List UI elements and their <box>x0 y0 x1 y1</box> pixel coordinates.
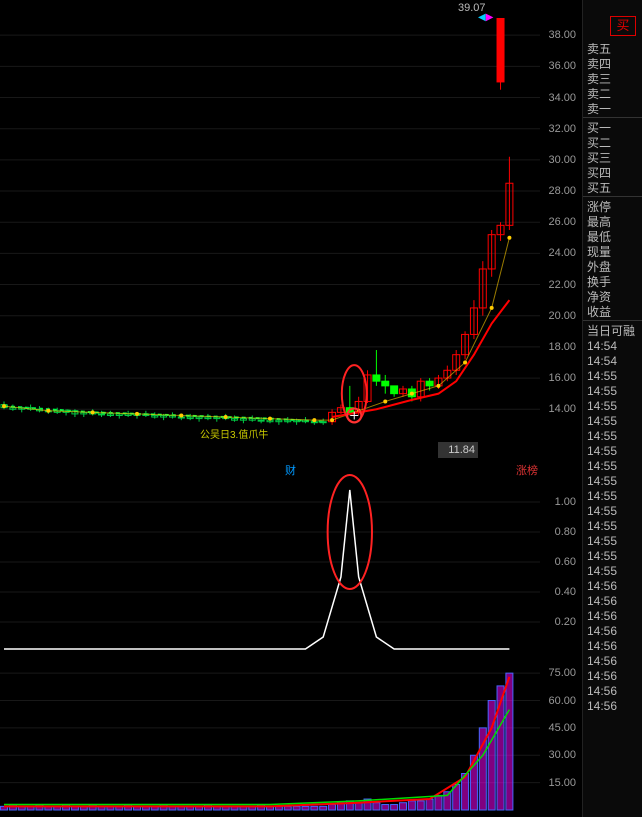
trade-time: 14:55 <box>583 504 642 519</box>
indicator1-axis: 0.20 0.40 0.60 0.80 1.00 <box>540 468 580 656</box>
trade-time: 14:56 <box>583 609 642 624</box>
ytick: 24.00 <box>548 247 576 259</box>
buy-level: 买二 <box>583 136 642 151</box>
trade-time: 14:55 <box>583 474 642 489</box>
trade-time: 14:55 <box>583 399 642 414</box>
today-margin-label: 当日可融 <box>583 324 642 339</box>
price-chart[interactable]: 39.07 ◀▶ 公吴日3.值爪牛 11.84 <box>0 0 540 460</box>
ytick: 34.00 <box>548 92 576 104</box>
ytick: 38.00 <box>548 29 576 41</box>
trade-time: 14:55 <box>583 414 642 429</box>
trade-time: 14:55 <box>583 369 642 384</box>
ytick: 0.80 <box>555 526 576 538</box>
trade-time: 14:56 <box>583 624 642 639</box>
arrow-marker: ◀▶ <box>478 12 493 23</box>
order-book-sidebar: 买 卖五卖四卖三卖二卖一买一买二买三买四买五涨停最高最低现量外盘换手净资收益当日… <box>582 0 642 817</box>
ytick: 75.00 <box>548 667 576 679</box>
stat-label: 最低 <box>583 230 642 245</box>
ytick: 36.00 <box>548 60 576 72</box>
sell-level: 卖二 <box>583 87 642 102</box>
trade-time: 14:56 <box>583 669 642 684</box>
stat-label: 最高 <box>583 215 642 230</box>
buy-level: 买三 <box>583 151 642 166</box>
trade-time: 14:56 <box>583 579 642 594</box>
trade-time: 14:56 <box>583 654 642 669</box>
trade-time: 14:54 <box>583 354 642 369</box>
buy-level: 买四 <box>583 166 642 181</box>
ytick: 30.00 <box>548 154 576 166</box>
trade-time: 14:56 <box>583 699 642 714</box>
stat-label: 涨停 <box>583 200 642 215</box>
stat-label: 外盘 <box>583 260 642 275</box>
buy-level: 买五 <box>583 181 642 196</box>
ytick: 15.00 <box>548 777 576 789</box>
sell-level: 卖五 <box>583 42 642 57</box>
trade-time: 14:55 <box>583 534 642 549</box>
price-axis: 14.00 16.00 18.00 20.00 22.00 24.00 26.00 28.00… <box>540 0 580 460</box>
ytick: 60.00 <box>548 695 576 707</box>
stat-label: 换手 <box>583 275 642 290</box>
trade-time: 14:55 <box>583 549 642 564</box>
stat-label: 现量 <box>583 245 642 260</box>
annotation-text: 公吴日3.值爪牛 <box>200 426 268 440</box>
trade-time: 14:55 <box>583 429 642 444</box>
stat-label: 收益 <box>583 305 642 320</box>
trade-time: 14:55 <box>583 444 642 459</box>
ytick: 0.60 <box>555 556 576 568</box>
ytick: 18.00 <box>548 341 576 353</box>
indicator-chart-2[interactable] <box>0 660 540 814</box>
ytick: 1.00 <box>555 496 576 508</box>
trade-time: 14:55 <box>583 564 642 579</box>
stat-label: 净资 <box>583 290 642 305</box>
ytick: 16.00 <box>548 372 576 384</box>
trade-time: 14:56 <box>583 594 642 609</box>
ytick: 28.00 <box>548 185 576 197</box>
sell-level: 卖四 <box>583 57 642 72</box>
ytick: 22.00 <box>548 279 576 291</box>
buy-button[interactable]: 买 <box>610 16 636 36</box>
trade-time: 14:56 <box>583 639 642 654</box>
ytick: 0.40 <box>555 586 576 598</box>
trade-time: 14:55 <box>583 384 642 399</box>
buy-level: 买一 <box>583 121 642 136</box>
ytick: 26.00 <box>548 216 576 228</box>
indicator2-axis: 15.00 30.00 45.00 60.00 75.00 <box>540 660 580 814</box>
ytick: 0.20 <box>555 616 576 628</box>
ytick: 14.00 <box>548 403 576 415</box>
ytick: 32.00 <box>548 123 576 135</box>
trade-time: 14:55 <box>583 459 642 474</box>
current-price-box: 11.84 <box>438 442 478 458</box>
trade-time: 14:55 <box>583 489 642 504</box>
trade-time: 14:56 <box>583 684 642 699</box>
trade-time: 14:55 <box>583 519 642 534</box>
ytick: 45.00 <box>548 722 576 734</box>
trade-time: 14:54 <box>583 339 642 354</box>
indicator-chart-1[interactable] <box>0 468 540 656</box>
sell-level: 卖三 <box>583 72 642 87</box>
ytick: 30.00 <box>548 749 576 761</box>
ytick: 20.00 <box>548 310 576 322</box>
sell-level: 卖一 <box>583 102 642 117</box>
